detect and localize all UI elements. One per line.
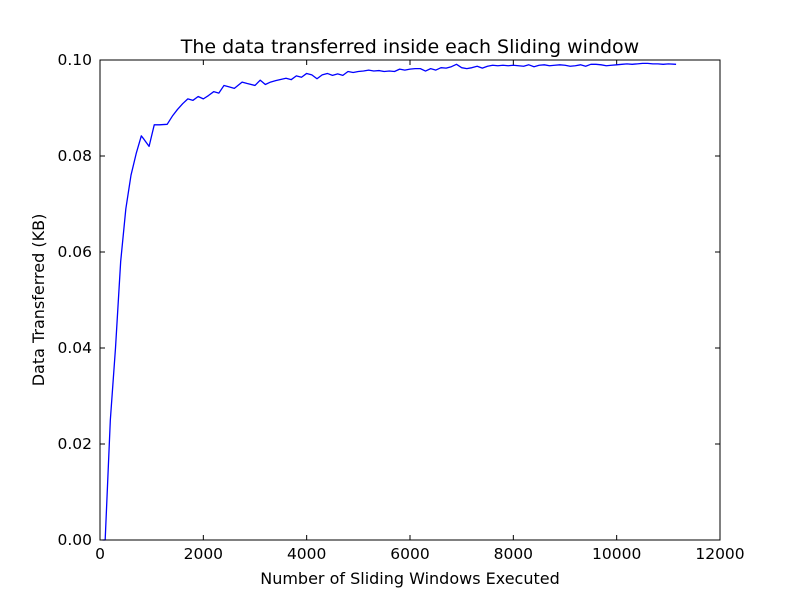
y-tick-label: 0.10	[57, 51, 92, 69]
series-line	[102, 62, 677, 541]
x-tick-label: 12000	[695, 545, 744, 563]
x-axis-label: Number of Sliding Windows Executed	[260, 569, 560, 588]
x-tick-label: 10000	[592, 545, 641, 563]
x-axis-ticks: 0 2000 4000 6000 8000 10000 12000	[95, 60, 745, 563]
y-tick-label: 0.02	[57, 435, 92, 453]
plot-frame	[99, 59, 721, 541]
y-tick-label: 0.04	[57, 339, 92, 357]
x-tick-label: 4000	[287, 545, 326, 563]
y-tick-label: 0.00	[57, 531, 92, 549]
y-axis-label: Data Transferred (KB)	[29, 214, 48, 387]
chart-title: The data transferred inside each Sliding…	[180, 36, 639, 58]
y-axis-ticks: 0.00 0.02 0.04 0.06 0.08 0.10	[57, 51, 720, 549]
x-tick-label: 0	[95, 545, 105, 563]
x-tick-label: 6000	[390, 545, 429, 563]
y-tick-label: 0.06	[57, 243, 92, 261]
y-tick-label: 0.08	[57, 147, 92, 165]
x-tick-label: 2000	[184, 545, 223, 563]
x-tick-label: 8000	[494, 545, 533, 563]
